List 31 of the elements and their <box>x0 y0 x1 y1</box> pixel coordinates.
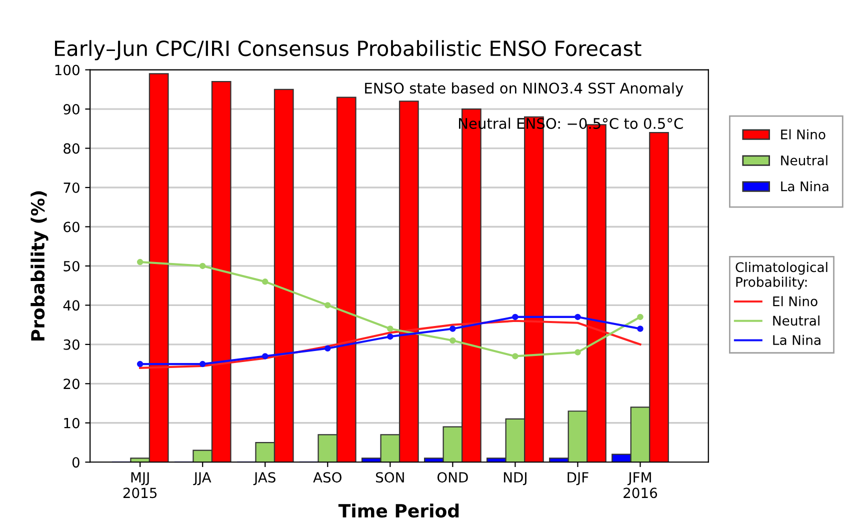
y-tick-label: 10 <box>64 418 80 428</box>
chart-title: Early–Jun CPC/IRI Consensus Probabilistic ENSO Forecast <box>55 40 642 60</box>
y-tick-label: 30 <box>64 339 80 350</box>
y-tick-label: 50 <box>64 260 80 272</box>
x-tick-label: NDJ <box>504 472 526 486</box>
x-tick-label: OND <box>437 472 468 483</box>
x-tick-label: MJJ 2015 <box>123 472 157 498</box>
x-tick-label: SON <box>376 472 404 483</box>
annotation: ENSO state based on NINO3.4 SST Anomaly <box>365 82 684 96</box>
y-axis-title: Probability (%) <box>30 191 48 341</box>
legend-label: La Nina <box>773 334 820 346</box>
x-tick-label: JAS <box>253 472 276 486</box>
x-tick-label: JJA <box>193 472 212 486</box>
x-tick-label: DJF <box>568 472 588 486</box>
legend-label: Neutral <box>781 155 828 166</box>
legend-title: Climatological Probability: <box>736 262 828 290</box>
x-tick-label: JFM 2016 <box>624 472 658 498</box>
legend-label: La Nina <box>781 181 828 192</box>
y-tick-label: 40 <box>63 300 80 311</box>
y-tick-label: 0 <box>72 457 80 468</box>
y-tick-label: 70 <box>64 182 80 193</box>
y-tick-label: 80 <box>64 143 80 154</box>
legend-label: Neutral <box>773 315 820 326</box>
y-tick-label: 60 <box>64 222 80 232</box>
legend-label: El Nino <box>773 296 818 306</box>
y-tick-label: 100 <box>55 64 80 76</box>
y-tick-label: 90 <box>64 104 80 115</box>
x-axis-title: Time Period <box>338 504 459 518</box>
y-tick-label: 20 <box>64 378 80 390</box>
legend-label: El Nino <box>781 129 826 140</box>
x-tick-label: ASO <box>313 472 342 483</box>
